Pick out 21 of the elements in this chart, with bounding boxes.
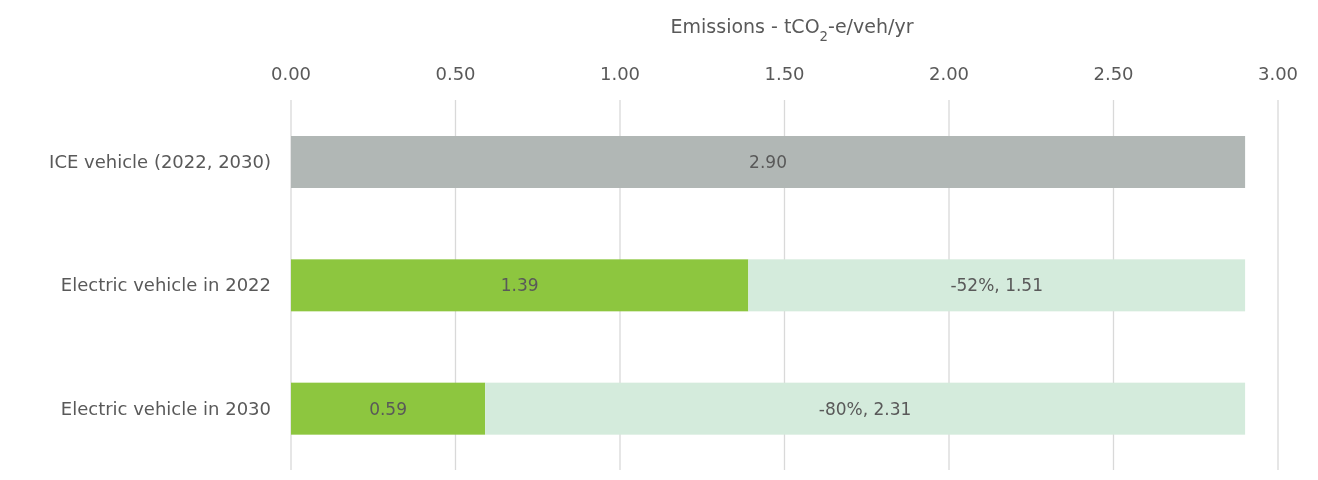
data-label: 0.59 [369,398,407,419]
bar [291,382,486,435]
data-label: 1.39 [500,275,539,296]
x-tick-label: 3.00 [1257,63,1299,84]
x-tick-label: 2.00 [928,63,970,84]
y-tick-label: Electric vehicle in 2030 [60,397,271,419]
y-tick-label: Electric vehicle in 2022 [60,274,271,296]
x-tick-label: 1.00 [599,63,641,84]
data-label: -80%, 2.31 [818,398,912,419]
data-label: -52%, 1.51 [950,275,1043,296]
y-tick-label: ICE vehicle (2022, 2030) [49,151,271,173]
x-tick-label: 0.00 [270,63,312,84]
bar [485,382,1246,435]
x-tick-label: 2.50 [1093,63,1134,84]
data-label: 2.90 [749,151,787,172]
x-tick-label: 1.50 [764,63,805,84]
bar [291,259,749,312]
x-tick-label: 0.50 [435,63,476,84]
bar [748,259,1246,312]
bar [291,136,1246,188]
x-axis-title: Emissions - tCO$_{2}$-e/veh/yr [670,15,914,44]
